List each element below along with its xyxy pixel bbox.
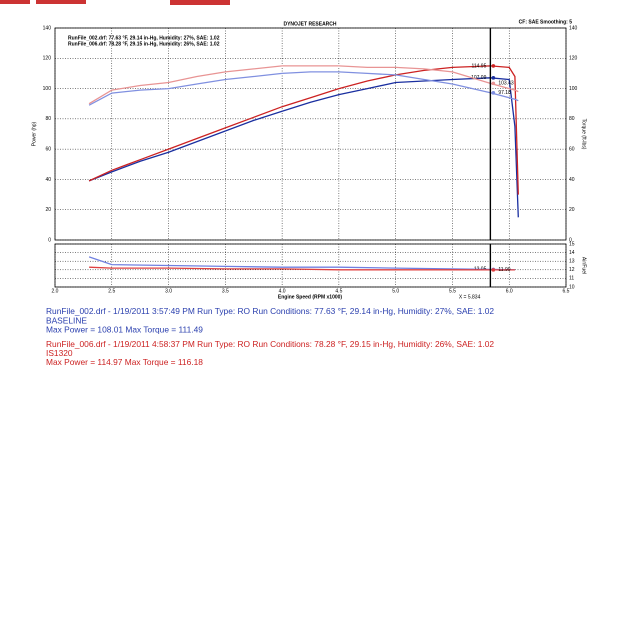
x-tick-label: 5.5 bbox=[449, 288, 456, 294]
logo-bar bbox=[0, 0, 30, 4]
x-tick-label: 3.5 bbox=[222, 288, 229, 294]
y2-tick-label: 13 bbox=[569, 259, 575, 265]
chart-subtitle: CF: SAE Smoothing: 5 bbox=[519, 19, 573, 25]
y2-tick-label: 60 bbox=[569, 146, 575, 152]
cursor-label: X = 5.834 bbox=[459, 294, 481, 300]
data-label: 103.43 bbox=[498, 81, 514, 87]
plot-frame bbox=[54, 27, 567, 241]
cursor-point bbox=[491, 76, 496, 80]
cursor-point bbox=[491, 268, 496, 272]
y2-axis-label: Torque (ft-lbs) bbox=[581, 119, 587, 150]
legend-text: RunFile_002.drf: 77.63 °F, 29.14 in-Hg, … bbox=[68, 35, 220, 41]
y2-axis-label: Air/Fuel bbox=[581, 257, 587, 274]
cursor-point bbox=[491, 91, 496, 95]
data-label: 11.99 bbox=[498, 267, 510, 273]
run-info: BASELINE bbox=[46, 315, 87, 325]
y2-tick-label: 0 bbox=[569, 237, 572, 243]
run-info: Max Power = 108.01 Max Torque = 111.49 bbox=[46, 325, 203, 335]
series-line bbox=[88, 256, 515, 271]
series-line bbox=[88, 65, 519, 195]
y2-tick-label: 120 bbox=[569, 56, 578, 62]
data-label: 114.95 bbox=[471, 63, 486, 69]
y2-tick-label: 20 bbox=[569, 207, 575, 213]
y-tick-label: 120 bbox=[43, 56, 52, 62]
data-label: 107.09 bbox=[471, 75, 487, 81]
y-tick-label: 0 bbox=[48, 237, 51, 243]
y2-tick-label: 10 bbox=[569, 284, 575, 290]
data-label: 97.18 bbox=[498, 90, 511, 96]
chart-title: DYNOJET RESEARCH bbox=[283, 21, 336, 27]
x-tick-label: 5.0 bbox=[392, 288, 399, 294]
cursor-point bbox=[491, 81, 496, 86]
logo-bar bbox=[170, 0, 230, 5]
y-tick-label: 80 bbox=[45, 116, 51, 122]
y-tick-label: 20 bbox=[45, 207, 51, 213]
y2-tick-label: 40 bbox=[569, 177, 575, 183]
x-tick-label: 6.5 bbox=[563, 288, 570, 294]
x-tick-label: 4.5 bbox=[335, 288, 342, 294]
x-tick-label: 4.0 bbox=[279, 288, 286, 294]
y2-tick-label: 100 bbox=[569, 86, 578, 92]
y-axis-label: Power (hp) bbox=[31, 121, 37, 146]
x-tick-label: 2.5 bbox=[108, 288, 115, 294]
y2-tick-label: 14 bbox=[569, 250, 575, 256]
x-tick-label: 2.0 bbox=[52, 288, 59, 294]
y-tick-label: 40 bbox=[45, 177, 51, 183]
y2-tick-label: 140 bbox=[569, 25, 578, 31]
y2-tick-label: 80 bbox=[569, 116, 575, 122]
y2-tick-label: 15 bbox=[569, 241, 575, 247]
run-info: Max Power = 114.97 Max Torque = 116.18 bbox=[46, 357, 203, 367]
x-tick-label: 6.0 bbox=[506, 288, 513, 294]
y-tick-label: 60 bbox=[45, 146, 51, 152]
y2-tick-label: 12 bbox=[569, 267, 575, 273]
y-tick-label: 140 bbox=[43, 25, 52, 31]
run-info: IS1320 bbox=[46, 348, 73, 358]
run-info: RunFile_002.drf - 1/19/2011 3:57:49 PM R… bbox=[46, 306, 494, 316]
x-tick-label: 3.0 bbox=[165, 288, 172, 294]
series-line bbox=[89, 266, 515, 271]
run-info: RunFile_006.drf - 1/19/2011 4:58:37 PM R… bbox=[46, 339, 494, 349]
logo-bar bbox=[36, 0, 86, 4]
series-line bbox=[88, 77, 519, 218]
cursor-point bbox=[491, 64, 496, 68]
y-tick-label: 100 bbox=[43, 86, 52, 92]
legend-text: RunFile_006.drf: 78.28 °F, 29.15 in-Hg, … bbox=[68, 41, 220, 47]
x-axis-label: Engine Speed (RPM x1000) bbox=[278, 294, 343, 300]
y2-tick-label: 11 bbox=[569, 276, 574, 282]
